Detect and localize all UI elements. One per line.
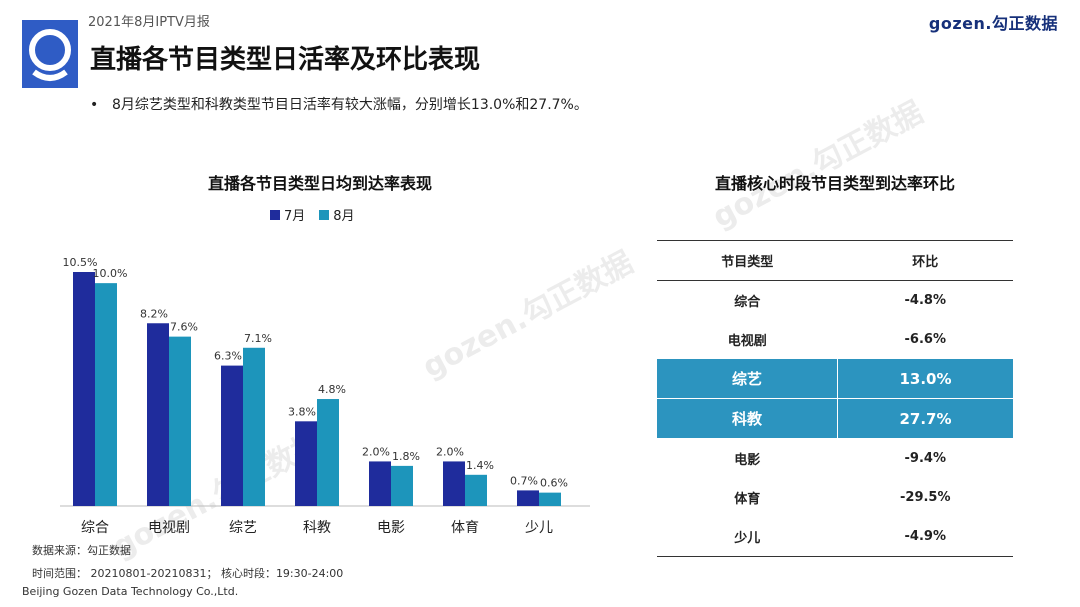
bar-august <box>243 347 265 506</box>
bar-july <box>147 323 169 506</box>
legend-label-august: 8月 <box>333 209 355 224</box>
table-cell-type: 电视剧 <box>727 334 767 349</box>
table-cell-type: 综艺 <box>657 359 838 399</box>
bar-august <box>169 336 191 506</box>
gozen-g-icon <box>29 29 71 81</box>
data-label: 6.3% <box>214 350 242 363</box>
data-label: 1.8% <box>392 450 420 463</box>
x-tick-label: 电视剧 <box>148 520 190 536</box>
bar-july <box>73 272 95 506</box>
data-label: 10.0% <box>93 267 128 280</box>
table-row: 综合 -4.8% <box>657 281 1013 321</box>
table-header-type: 节目类型 <box>657 240 838 281</box>
table-cell-change: -9.4% <box>904 451 946 466</box>
bullet-text: 8月综艺类型和科教类型节目日活率有较大涨幅，分别增长13.0%和27.7%。 <box>112 97 588 113</box>
data-label: 7.6% <box>170 321 198 334</box>
bar-august <box>95 283 117 506</box>
table-cell-change: 27.7% <box>837 398 1013 439</box>
time-range: 时间范围： 20210801-20210831； 核心时段：19:30-24:0… <box>32 567 344 580</box>
table-cell-change: -4.9% <box>837 517 1013 557</box>
table-cell-change: 13.0% <box>837 359 1013 399</box>
table-cell-type: 少儿 <box>657 517 838 557</box>
data-label: 4.8% <box>318 383 346 396</box>
table-cell-type: 体育 <box>734 492 761 507</box>
company-name: Beijing Gozen Data Technology Co.,Ltd. <box>22 585 239 598</box>
table-row: 电视剧 -6.6% <box>657 320 1013 359</box>
bar-august <box>391 465 413 506</box>
data-label: 7.1% <box>244 332 272 345</box>
table-row: 体育 -29.5% <box>657 478 1013 517</box>
data-label: 10.5% <box>63 256 98 269</box>
bar-july <box>295 421 317 506</box>
table-row: 少儿 -4.9% <box>657 517 1013 557</box>
legend-item-july: 7月 <box>270 205 305 224</box>
x-tick-label: 少儿 <box>525 520 553 536</box>
legend-swatch-july <box>270 209 280 220</box>
x-tick-label: 综合 <box>81 520 109 536</box>
legend-label-july: 7月 <box>284 209 306 224</box>
table-cell-change: -4.8% <box>904 293 946 308</box>
report-label: 2021年8月IPTV月报 <box>88 15 210 30</box>
legend-item-august: 8月 <box>319 205 355 224</box>
gozen-logo <box>22 20 78 88</box>
data-label: 0.6% <box>540 477 568 490</box>
page-title: 直播各节目类型日活率及环比表现 <box>90 45 481 75</box>
legend-swatch-august <box>319 209 330 220</box>
x-tick-label: 体育 <box>451 520 479 536</box>
bar-july <box>443 461 465 506</box>
data-label: 2.0% <box>362 445 390 458</box>
table-cell-type: 科教 <box>657 398 838 439</box>
change-table: 节目类型 环比 综合 -4.8% 电视剧 -6.6% 综艺 13.0% 科教 27.7% 电影 -… <box>657 240 1013 557</box>
data-label: 2.0% <box>436 445 464 458</box>
watermark: gozen.勾正数据 <box>707 95 929 236</box>
data-label: 1.4% <box>466 459 494 472</box>
bar-july <box>221 365 243 506</box>
x-tick-label: 电影 <box>377 520 405 536</box>
bar-august <box>465 474 487 506</box>
table-row: 科教 27.7% <box>657 398 1013 439</box>
table-row: 综艺 13.0% <box>657 359 1013 399</box>
bar-july <box>369 461 391 506</box>
bar-chart: 10.5%10.0% 综合 8.2%7.6% 电视剧 6.3%7.1% 综艺 3.8%4.8… <box>60 256 590 536</box>
data-label: 0.7% <box>510 474 538 487</box>
x-tick-label: 综艺 <box>229 520 257 536</box>
data-label: 8.2% <box>140 307 168 320</box>
data-label: 3.8% <box>288 405 316 418</box>
table-row: 电影 -9.4% <box>657 439 1013 479</box>
chart-title: 直播各节目类型日均到达率表现 <box>207 174 432 193</box>
bar-august <box>317 399 339 506</box>
bar-august <box>539 492 561 506</box>
table-title: 直播核心时段节目类型到达率环比 <box>714 174 955 193</box>
table-header-row: 节目类型 环比 <box>657 240 1013 281</box>
data-source: 数据来源：勾正数据 <box>32 544 131 557</box>
chart-legend: 7月 8月 <box>270 205 355 224</box>
x-tick-label: 科教 <box>303 520 331 536</box>
brand-logo-text: gozen.勾正数据 <box>928 14 1058 33</box>
bullet-dot-icon: • <box>90 97 99 113</box>
table-cell-change: -29.5% <box>900 490 951 505</box>
table-cell-type: 综合 <box>734 295 761 310</box>
table-header-change: 环比 <box>837 240 1013 281</box>
table-cell-change: -6.6% <box>904 332 946 347</box>
bullet-note: • 8月综艺类型和科教类型节目日活率有较大涨幅，分别增长13.0%和27.7%。 <box>90 94 588 114</box>
bar-july <box>517 490 539 506</box>
table-cell-type: 电影 <box>734 453 761 468</box>
